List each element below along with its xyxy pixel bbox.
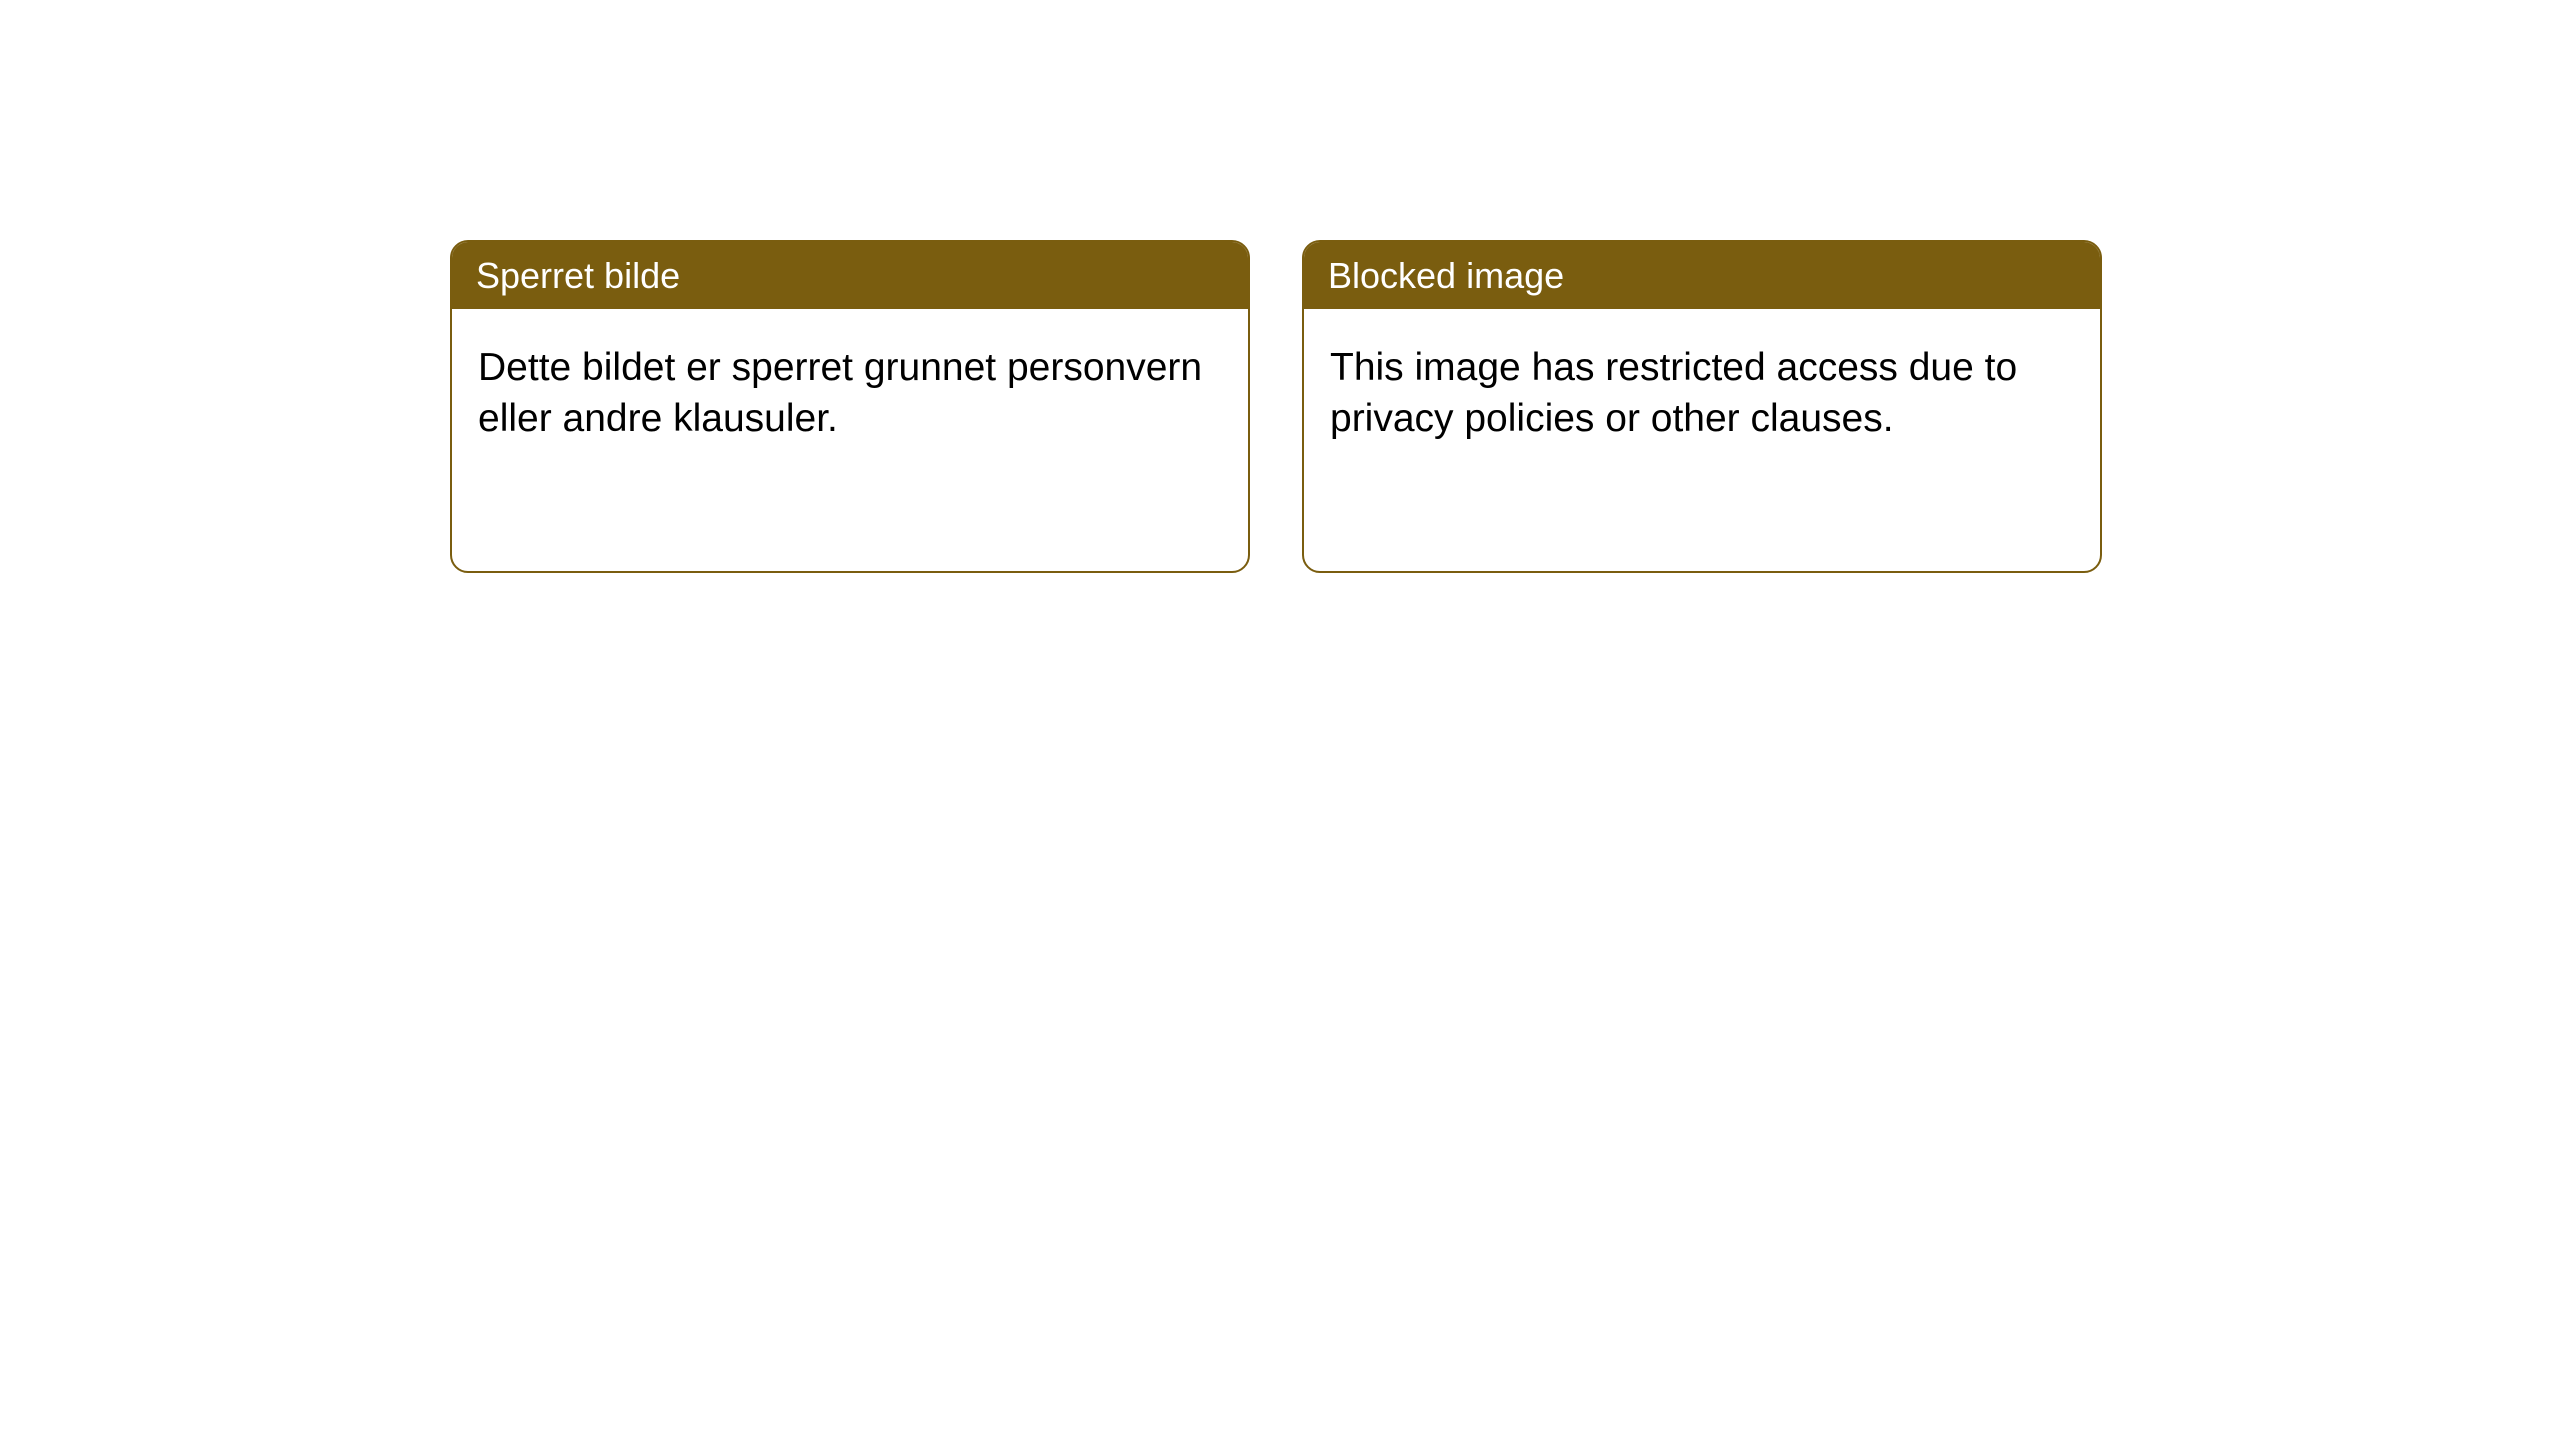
notice-body: This image has restricted access due to … [1304, 309, 2100, 478]
notice-card-norwegian: Sperret bilde Dette bildet er sperret gr… [450, 240, 1250, 573]
notice-card-english: Blocked image This image has restricted … [1302, 240, 2102, 573]
notice-header: Sperret bilde [452, 242, 1248, 309]
notices-container: Sperret bilde Dette bildet er sperret gr… [450, 240, 2102, 573]
notice-header: Blocked image [1304, 242, 2100, 309]
notice-body: Dette bildet er sperret grunnet personve… [452, 309, 1248, 478]
